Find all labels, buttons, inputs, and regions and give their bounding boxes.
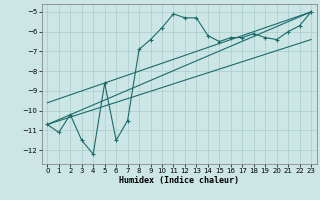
- X-axis label: Humidex (Indice chaleur): Humidex (Indice chaleur): [119, 176, 239, 185]
